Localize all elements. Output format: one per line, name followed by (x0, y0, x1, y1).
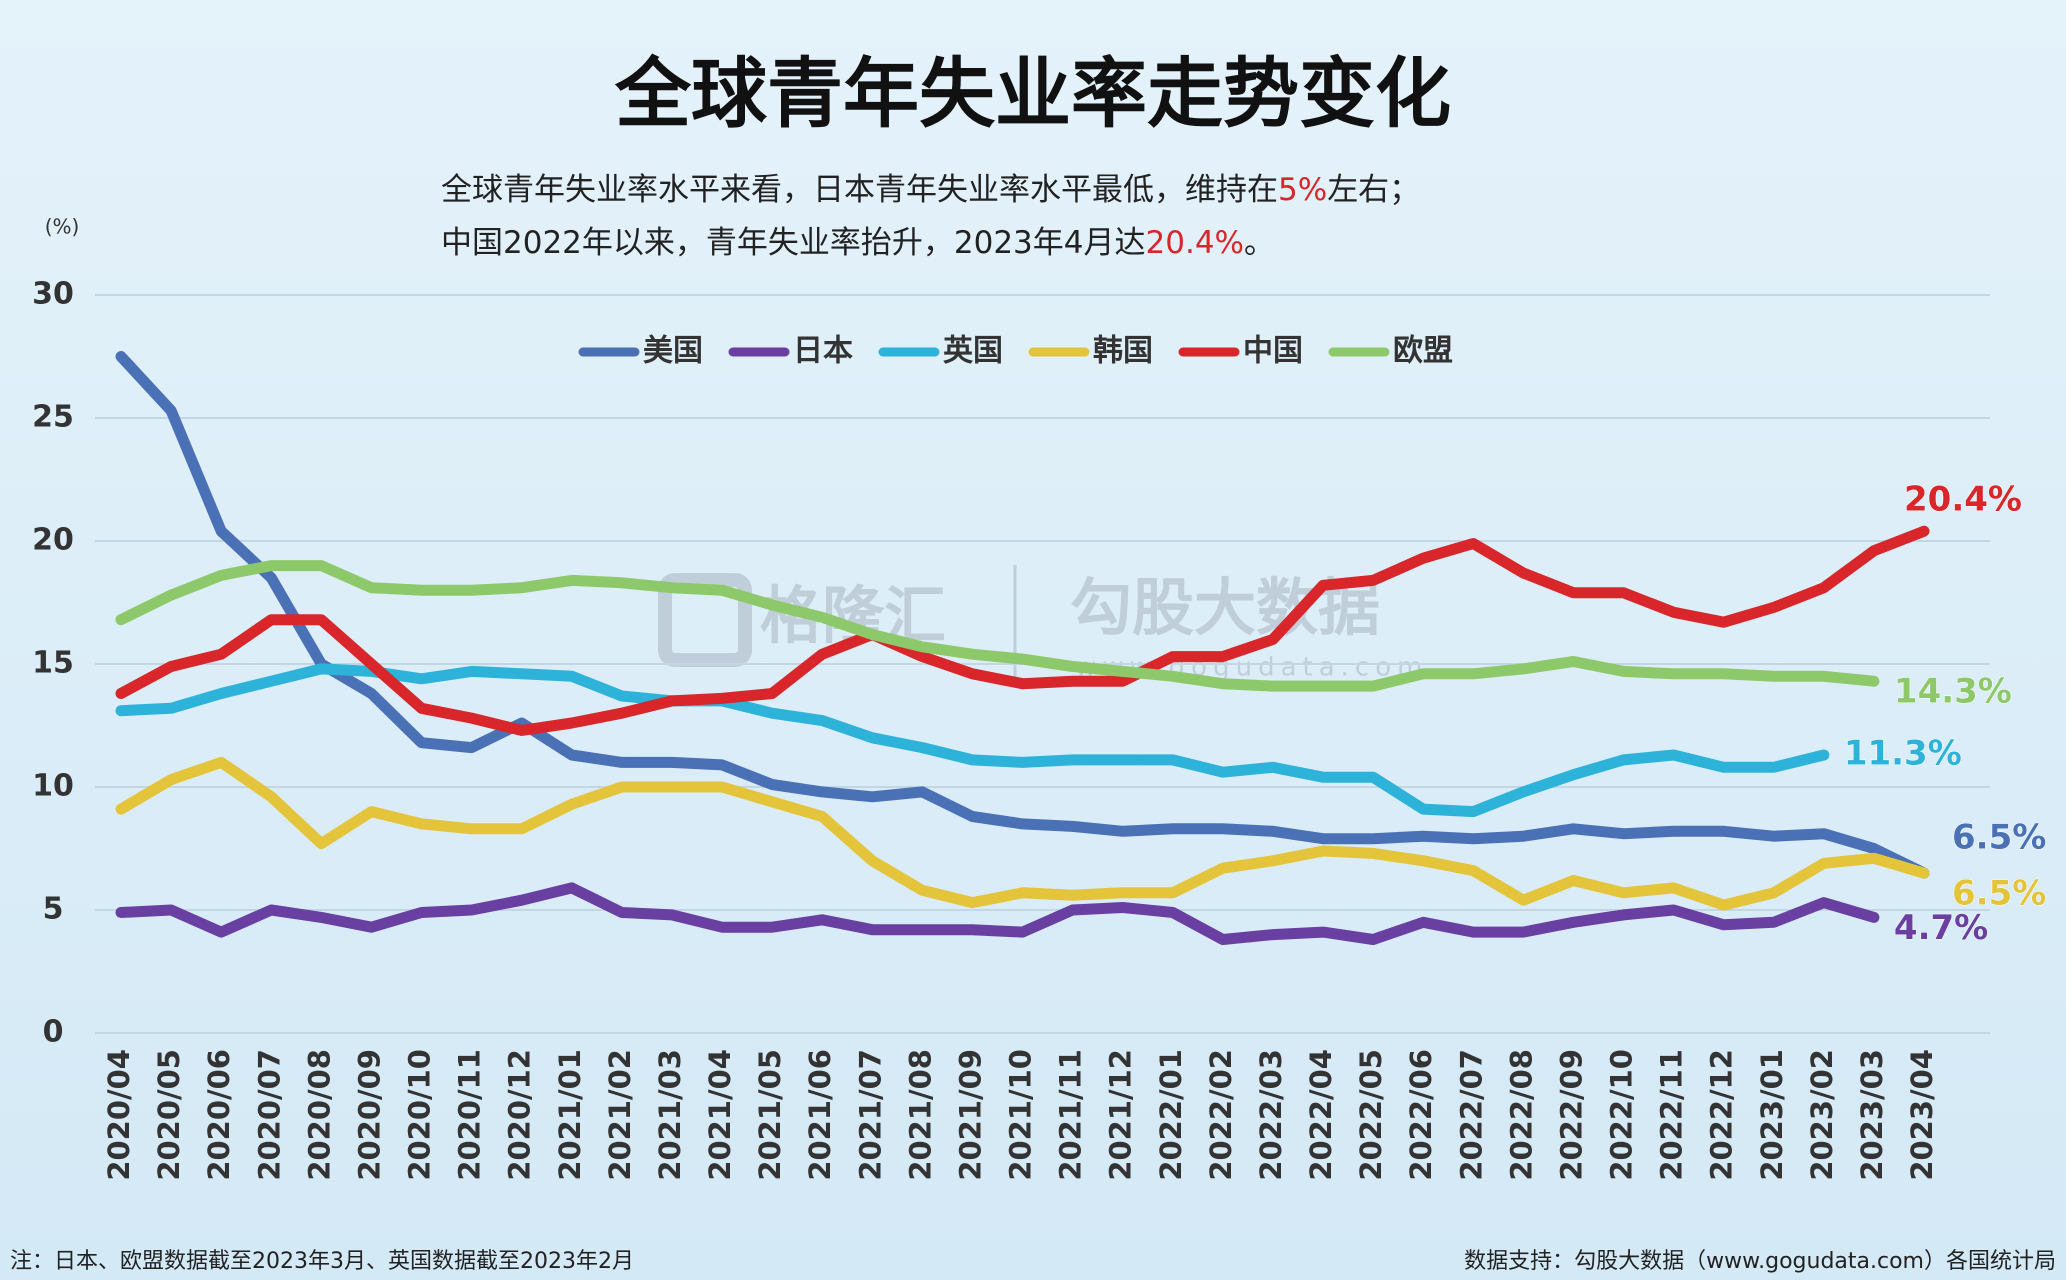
subtitle: 中国2022年以来，青年失业率抬升，2023年4月达20.4%。 (441, 225, 1275, 261)
series-line (115, 351, 1930, 879)
x-tick-label: 2020/08 (302, 1049, 336, 1181)
x-tick-label: 2021/09 (953, 1049, 987, 1181)
value-label: 20.4% (1904, 480, 2022, 520)
x-tick-label: 2020/04 (102, 1049, 136, 1181)
legend-label: 中国 (1243, 334, 1303, 369)
x-tick-label: 2022/10 (1605, 1049, 1639, 1181)
x-tick-label: 2022/12 (1705, 1049, 1739, 1181)
legend-label: 日本 (793, 334, 853, 369)
x-tick-label: 2020/07 (252, 1049, 286, 1181)
x-tick-label: 2022/06 (1404, 1049, 1438, 1181)
x-tick-label: 2023/02 (1805, 1049, 1839, 1181)
y-tick-label: 20 (32, 523, 74, 558)
x-tick-label: 2022/07 (1454, 1049, 1488, 1181)
series-line (115, 525, 1930, 736)
watermark-logo (658, 573, 752, 667)
series-line (115, 560, 1880, 692)
x-tick-label: 2022/08 (1504, 1049, 1538, 1181)
x-tick-label: 2022/01 (1154, 1049, 1188, 1181)
series-line (115, 882, 1880, 945)
x-tick-label: 2021/12 (1104, 1049, 1138, 1181)
x-tick-label: 2022/05 (1354, 1049, 1388, 1181)
x-tick-label: 2021/01 (553, 1049, 587, 1181)
subtitle-segment: 。 (1244, 225, 1275, 261)
y-tick-label: 10 (32, 769, 74, 804)
x-tick-label: 2022/04 (1304, 1049, 1338, 1181)
subtitle-segment: 中国2022年以来，青年失业率抬升，2023年4月达 (441, 225, 1146, 261)
legend-label: 英国 (943, 334, 1003, 369)
x-tick-label: 2020/09 (352, 1049, 386, 1181)
y-tick-label: 15 (32, 646, 74, 681)
x-tick-label: 2022/03 (1254, 1049, 1288, 1181)
watermark: 格隆汇 勾股大数据 www.gogudata.com (658, 565, 1422, 683)
subtitle: 全球青年失业率水平来看，日本青年失业率水平最低，维持在5%左右； (441, 172, 1420, 208)
value-label: 6.5% (1952, 818, 2046, 858)
x-tick-label: 2021/10 (1004, 1049, 1038, 1181)
x-tick-label: 2020/11 (453, 1049, 487, 1181)
series-line (115, 756, 1930, 911)
subtitle-segment: 左右； (1327, 172, 1420, 208)
x-tick-label: 2022/11 (1655, 1049, 1689, 1181)
x-tick-label: 2021/05 (753, 1049, 787, 1181)
legend: 美国 日本 英国 韩国 中国 欧盟 (578, 334, 1453, 369)
x-tick-label: 2021/04 (703, 1049, 737, 1181)
x-tick-label: 2021/02 (603, 1049, 637, 1181)
value-label: 11.3% (1844, 734, 1962, 774)
y-tick-label: 30 (32, 277, 74, 312)
x-tick-label: 2021/08 (903, 1049, 937, 1181)
x-tick-label: 2021/06 (803, 1049, 837, 1181)
x-tick-label: 2020/05 (152, 1049, 186, 1181)
subtitle-segment: 5% (1278, 172, 1327, 208)
x-tick-label: 2020/12 (503, 1049, 537, 1181)
x-tick-label: 2023/03 (1855, 1049, 1889, 1181)
x-tick-label: 2023/01 (1755, 1049, 1789, 1181)
footnote: 注：日本、欧盟数据截至2023年3月、英国数据截至2023年2月 (10, 1249, 634, 1274)
x-tick-label: 2021/11 (1054, 1049, 1088, 1181)
y-tick-label: 0 (43, 1015, 64, 1050)
y-tick-label: 5 (43, 892, 64, 927)
x-tick-label: 2021/07 (853, 1049, 887, 1181)
y-axis-unit: (%) (45, 215, 80, 239)
legend-label: 韩国 (1093, 334, 1153, 369)
legend-label: 美国 (643, 334, 703, 369)
value-label: 6.5% (1952, 874, 2046, 914)
value-label: 14.3% (1894, 672, 2012, 712)
x-tick-label: 2023/04 (1905, 1049, 1939, 1181)
x-tick-label: 2022/02 (1204, 1049, 1238, 1181)
x-tick-label: 2021/03 (653, 1049, 687, 1181)
legend-label: 欧盟 (1393, 334, 1453, 369)
subtitle-segment: 20.4% (1146, 225, 1244, 261)
series-line (115, 663, 1830, 818)
y-tick-label: 25 (32, 400, 74, 435)
value-label: 4.7% (1894, 908, 1988, 948)
chart-title: 全球青年失业率走势变化 (614, 49, 1451, 138)
footnote: 数据支持：勾股大数据（www.gogudata.com）各国统计局 (1464, 1249, 2056, 1274)
x-tick-label: 2020/06 (202, 1049, 236, 1181)
subtitle-segment: 全球青年失业率水平来看，日本青年失业率水平最低，维持在 (441, 172, 1278, 208)
x-tick-label: 2022/09 (1554, 1049, 1588, 1181)
x-tick-label: 2020/10 (403, 1049, 437, 1181)
